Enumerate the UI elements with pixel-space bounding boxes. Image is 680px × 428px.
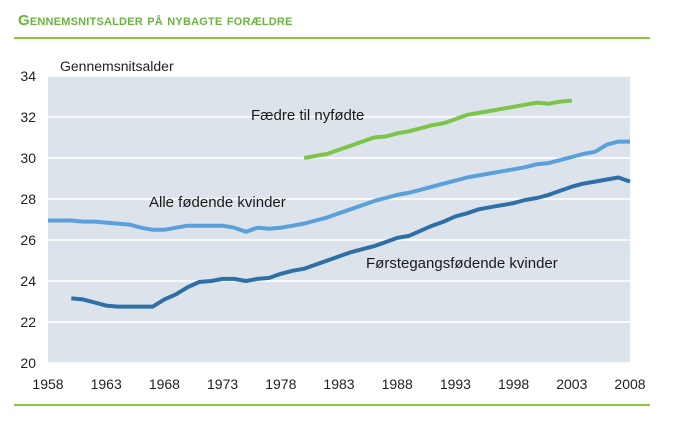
chart-title: Gennemsnitsalder på nybagte forældre [18, 12, 293, 29]
series-line-2 [71, 175, 631, 309]
y-tick-label: 32 [20, 109, 36, 125]
x-tick-label: 1998 [498, 376, 529, 392]
y-tick-label: 28 [20, 191, 36, 207]
series-lines [48, 98, 631, 309]
series-label-all-women: Alle fødende kvinder [149, 194, 286, 211]
x-tick-label: 1978 [265, 376, 296, 392]
x-tick-label: 1973 [207, 376, 238, 392]
y-tick-label: 26 [20, 232, 36, 248]
x-tick-label: 1983 [323, 376, 354, 392]
series-label-fathers: Fædre til nyfødte [251, 107, 364, 124]
bottom-rule [14, 404, 650, 406]
top-rule [14, 37, 650, 39]
y-tick-label: 30 [20, 150, 36, 166]
x-tick-labels: 1958 1963 1968 1973 1978 1983 1988 1993 1998 2003… [32, 376, 645, 392]
y-tick-label: 24 [20, 273, 36, 289]
plot-area [48, 76, 630, 363]
y-tick-label: 20 [20, 355, 36, 371]
series-line-0 [303, 98, 572, 160]
x-tick-label: 2003 [556, 376, 587, 392]
series-label-first-time-mothers: Førstegangsfødende kvinder [366, 255, 558, 272]
x-tick-label: 1988 [382, 376, 413, 392]
y-axis-label: Gennemsnitsalder [60, 58, 174, 74]
y-tick-label: 22 [20, 314, 36, 330]
y-tick-label: 34 [20, 68, 36, 84]
x-tick-label: 1963 [91, 376, 122, 392]
x-tick-label: 1968 [149, 376, 180, 392]
y-tick-labels: 20 22 24 26 28 30 32 34 [20, 68, 36, 371]
series-line-1 [48, 139, 630, 234]
x-tick-label: 1993 [440, 376, 471, 392]
x-tick-label: 1958 [32, 376, 63, 392]
x-tick-label: 2008 [614, 376, 645, 392]
